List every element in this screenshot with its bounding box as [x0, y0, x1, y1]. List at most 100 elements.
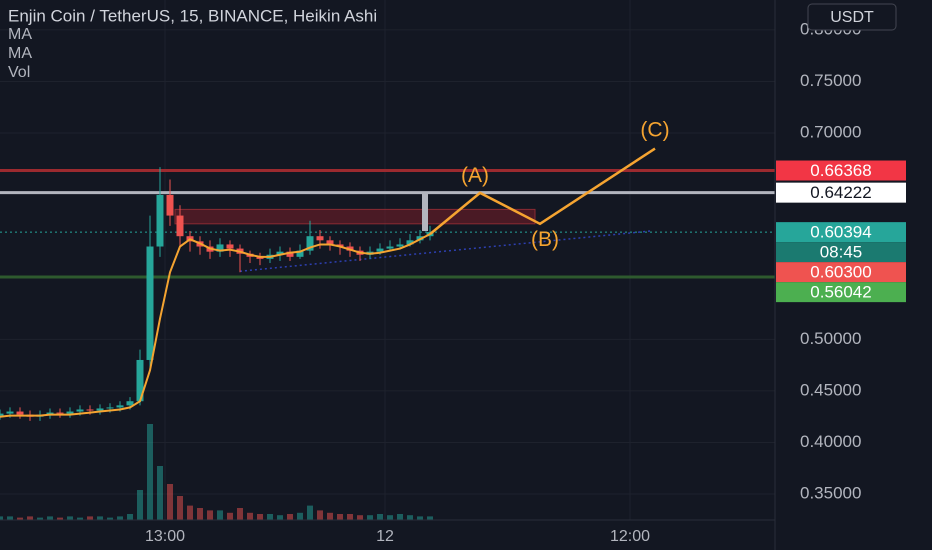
volume-bar	[417, 516, 423, 520]
volume-bar	[87, 516, 93, 520]
volume-bar	[217, 510, 223, 520]
y-tick-label: 0.50000	[800, 329, 861, 348]
candle-body	[316, 236, 324, 241]
wave-label: (C)	[640, 119, 669, 142]
wave-label: (B)	[531, 228, 559, 251]
candle-body	[6, 411, 14, 414]
x-tick-label: 12:00	[610, 528, 650, 545]
volume-bar	[277, 515, 283, 520]
candle-body	[386, 246, 394, 249]
candle-body	[106, 407, 114, 409]
volume-bar	[297, 512, 303, 520]
volume-bar	[267, 514, 273, 520]
candle-body	[306, 236, 314, 251]
candle-body	[0, 413, 4, 416]
volume-bar	[77, 517, 83, 520]
volume-bar	[7, 516, 13, 520]
candle-body	[256, 256, 264, 259]
volume-bar	[67, 516, 73, 520]
y-tick-label: 0.45000	[800, 380, 861, 399]
trendline	[239, 230, 651, 273]
candle-body	[216, 244, 224, 252]
candle-body	[156, 194, 164, 247]
price-label: 0.60300	[810, 263, 871, 282]
candle-body	[16, 411, 24, 415]
volume-bar	[237, 508, 243, 520]
volume-bar	[397, 514, 403, 520]
volume-bar	[127, 514, 133, 520]
price-label-box	[776, 242, 906, 263]
x-tick-label: 12	[376, 528, 394, 545]
price-label-box	[776, 222, 906, 243]
candle-body	[396, 244, 404, 247]
candle-body	[116, 405, 124, 408]
y-tick-label: 0.35000	[800, 484, 861, 503]
volume-bar	[307, 505, 313, 520]
volume-bar	[157, 466, 163, 520]
volume-bar	[167, 484, 173, 520]
y-tick-label: 0.40000	[800, 432, 861, 451]
volume-bar	[147, 424, 153, 520]
plot: (A) (B) (C)	[0, 119, 775, 520]
volume-bar	[177, 496, 183, 520]
chart-title: Enjin Coin / TetherUS, 15, BINANCE, Heik…	[8, 6, 377, 25]
candle-body	[376, 248, 384, 252]
candle-body	[86, 409, 94, 411]
volume-bar	[287, 514, 293, 520]
volume-bar	[57, 517, 63, 520]
candle-body	[166, 194, 174, 216]
volume-bar	[97, 516, 103, 520]
candle-body	[146, 246, 154, 360]
ma-line	[0, 233, 431, 418]
candle-body	[326, 240, 334, 245]
volume-bar	[47, 516, 53, 520]
candle-body	[126, 401, 134, 406]
currency-button[interactable]	[807, 3, 897, 31]
volume-bar	[427, 516, 433, 520]
candle-body	[226, 244, 234, 249]
x-tick-label: 13:00	[145, 528, 185, 545]
candle-body	[96, 408, 104, 411]
volume-bar	[37, 517, 43, 520]
volume-bar	[27, 516, 33, 520]
volume-bar	[327, 512, 333, 520]
price-label: 0.64222	[810, 183, 871, 202]
candle-body	[276, 251, 284, 255]
volume-bar	[17, 517, 23, 520]
volume-bar	[387, 515, 393, 520]
price-label: 0.56042	[810, 283, 871, 302]
volume-bar	[117, 516, 123, 520]
volume-bar	[317, 510, 323, 520]
price-label-box	[776, 262, 906, 283]
candle-body	[46, 412, 54, 415]
wave-label: (A)	[461, 164, 489, 187]
volume-bar	[187, 505, 193, 520]
candle-body	[176, 215, 184, 237]
wave-line	[429, 147, 656, 236]
indicator-label: MA	[8, 45, 32, 62]
price-label-box	[776, 282, 906, 303]
volume-bar	[197, 508, 203, 520]
price-label: 0.66368	[810, 161, 871, 180]
candle-body	[286, 251, 294, 257]
zone	[174, 208, 536, 225]
indicator-label: MA	[8, 26, 32, 43]
candle-body	[406, 240, 414, 245]
volume-bar	[0, 516, 3, 520]
indicator-label: Vol	[8, 64, 30, 81]
currency-label[interactable]: USDT	[830, 9, 874, 26]
volume-bar	[247, 512, 253, 520]
y-tick-label: 0.75000	[800, 71, 861, 90]
candle-body	[66, 411, 74, 414]
volume-bar	[367, 515, 373, 520]
price-label-box	[776, 182, 906, 203]
candle-body	[56, 412, 64, 414]
volume-bar	[227, 512, 233, 520]
candle-body	[136, 359, 144, 402]
price-label: 0.60394	[810, 223, 871, 242]
volume-bar	[357, 515, 363, 520]
volume-bar	[137, 490, 143, 520]
volume-bar	[377, 514, 383, 520]
